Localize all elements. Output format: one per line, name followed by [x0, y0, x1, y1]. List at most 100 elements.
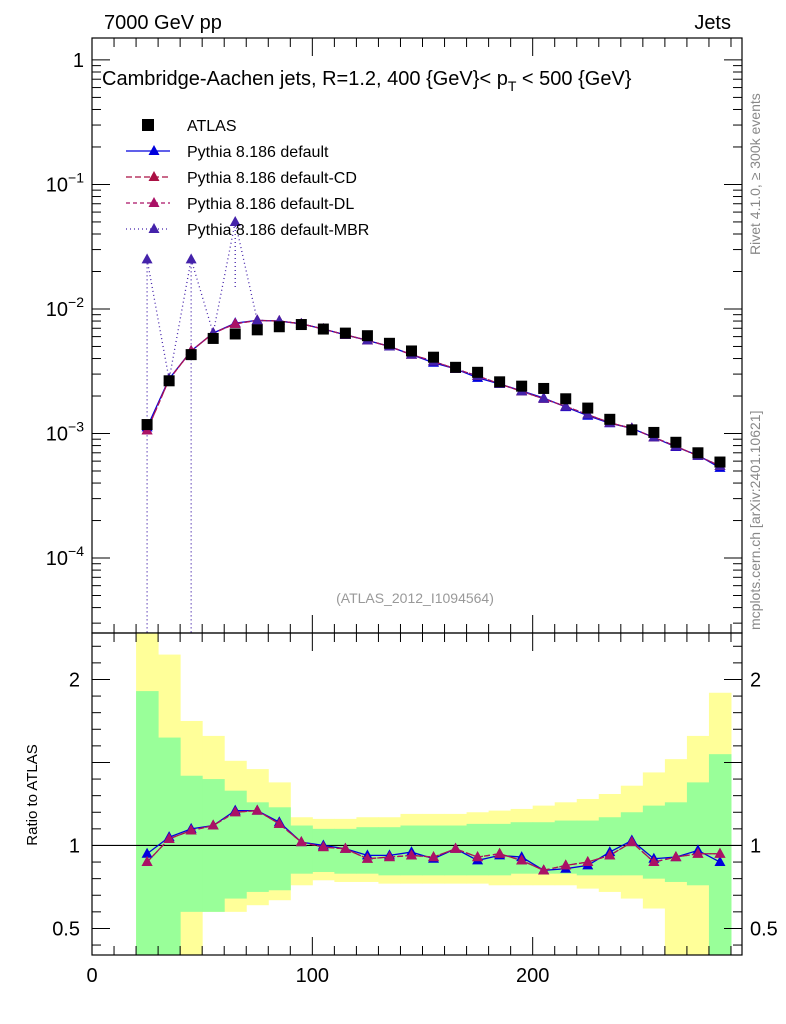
legend-triangle-marker: [148, 197, 160, 207]
ratio-series-marker: [714, 856, 726, 867]
uncertainty-band-green: [598, 817, 622, 876]
header-process-label: Jets: [694, 12, 731, 34]
legend-triangle-marker: [148, 223, 160, 233]
ratio-panel: 0.5 0.5 1 1 2 2 0 100 200 Ratio to ATLAS: [24, 632, 778, 987]
atlas-data-point: [207, 332, 219, 344]
atlas-data-point: [714, 456, 726, 468]
atlas-data-point: [450, 361, 462, 373]
atlas-data-point: [295, 319, 307, 331]
ratio-frame: [91, 632, 743, 956]
ratio-series-marker: [670, 851, 682, 862]
legend-entry: ATLAS: [142, 118, 237, 135]
ratio-series-marker: [251, 804, 263, 815]
ratio-series-marker: [604, 849, 616, 860]
ratio-series-marker: [582, 856, 594, 867]
uncertainty-band-green: [664, 802, 688, 882]
legend-label: Pythia 8.186 default-CD: [187, 170, 357, 187]
ratio-series-marker: [141, 856, 153, 867]
uncertainty-band-green: [290, 825, 313, 874]
main-ytick-label: 10−1: [46, 169, 84, 196]
series-marker: [229, 317, 241, 328]
ratio-series-marker: [692, 847, 704, 858]
ratio-series-marker: [626, 836, 638, 847]
ratio-series-marker: [538, 864, 550, 875]
uncertainty-band-green: [466, 823, 490, 876]
ratio-ytick-label-right: 2: [750, 669, 761, 691]
atlas-data-point: [670, 436, 682, 448]
atlas-data-point: [582, 402, 594, 414]
analysis-reference: (ATLAS_2012_I1094564): [336, 590, 494, 606]
ratio-series-marker: [450, 842, 462, 853]
ratio-series-marker: [494, 847, 506, 858]
atlas-data-point: [317, 323, 329, 335]
legend-square-marker: [142, 119, 154, 131]
series-marker: [185, 253, 197, 264]
ratio-ytick-label-left: 2: [69, 669, 80, 691]
uncertainty-band-green: [510, 822, 534, 874]
series-marker: [141, 253, 153, 264]
ratio-series-marker: [273, 817, 285, 828]
ratio-series-marker: [405, 849, 417, 860]
ratio-xtick-label: 200: [516, 965, 549, 987]
series-marker: [251, 314, 263, 325]
ratio-series-marker: [185, 824, 197, 835]
ratio-series-marker: [207, 819, 219, 830]
atlas-data-point: [560, 393, 572, 405]
legend-entry: Pythia 8.186 default-MBR: [126, 222, 369, 239]
uncertainty-band-green: [224, 790, 247, 899]
side-mcplots-label: mcplots.cern.ch [arXiv:2401.10621]: [747, 411, 763, 630]
ratio-series-marker: [560, 859, 572, 870]
ratio-series-marker: [163, 832, 175, 843]
atlas-data-point: [648, 426, 660, 438]
ratio-ytick-label-left: 0.5: [52, 918, 80, 940]
atlas-data-point: [428, 351, 440, 363]
atlas-data-point: [692, 447, 704, 459]
side-rivet-label: Rivet 4.1.0, ≥ 300k events: [747, 93, 763, 255]
legend-label: ATLAS: [187, 118, 237, 135]
uncertainty-band-green: [180, 775, 203, 912]
atlas-data-point: [383, 337, 395, 349]
ratio-ytick-label-right: 0.5: [750, 918, 778, 940]
uncertainty-band-green: [246, 802, 269, 892]
series-marker: [560, 400, 572, 411]
uncertainty-band-green: [422, 825, 446, 876]
atlas-data-point: [494, 376, 506, 388]
atlas-data-point: [604, 413, 616, 425]
atlas-data-point: [516, 380, 528, 392]
atlas-data-point: [339, 327, 351, 339]
atlas-data-point: [405, 345, 417, 357]
series-marker: [538, 392, 550, 403]
uncertainty-band-green: [686, 782, 710, 886]
ratio-series-marker: [317, 841, 329, 852]
ratio-ytick-label-right: 1: [750, 835, 761, 857]
atlas-data-point: [251, 324, 263, 336]
uncertainty-band-green: [158, 737, 181, 955]
ratio-series-marker: [295, 836, 307, 847]
atlas-data-point: [185, 349, 197, 361]
uncertainty-band-green: [554, 820, 578, 874]
ratio-series-marker: [141, 847, 153, 858]
atlas-data-point: [472, 366, 484, 378]
atlas-data-point: [229, 328, 241, 340]
ratio-series-marker: [714, 847, 726, 858]
ratio-xtick-label: 0: [86, 965, 97, 987]
atlas-data-point: [163, 375, 175, 387]
ratio-xtick-label: 100: [296, 965, 329, 987]
ratio-series-marker: [383, 851, 395, 862]
uncertainty-band-green: [136, 691, 159, 955]
series-line: [146, 319, 721, 467]
header-collision-label: 7000 GeV pp: [104, 12, 222, 34]
ratio-series-marker: [339, 842, 351, 853]
legend-label: Pythia 8.186 default-DL: [187, 196, 354, 213]
main-ytick-label: 10−2: [46, 294, 84, 321]
series-atlas: [141, 319, 726, 468]
ratio-series-marker: [648, 856, 660, 867]
atlas-data-point: [141, 419, 153, 431]
atlas-data-point: [538, 382, 550, 394]
ratio-series-pythia-8-186-default-dl: [141, 804, 726, 875]
atlas-data-point: [361, 330, 373, 342]
legend-entry: Pythia 8.186 default: [126, 144, 329, 161]
legend-entry: Pythia 8.186 default-DL: [126, 196, 354, 213]
uncertainty-band-green: [642, 805, 666, 879]
